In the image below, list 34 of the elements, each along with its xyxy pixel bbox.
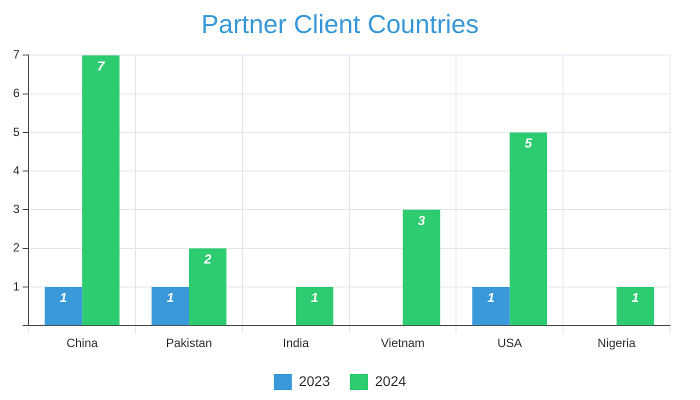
data-label: 1 bbox=[166, 290, 174, 306]
bar bbox=[82, 55, 120, 326]
bar bbox=[152, 286, 190, 326]
x-tick-label: India bbox=[282, 336, 310, 350]
x-tick-label: Pakistan bbox=[166, 336, 212, 350]
data-label: 1 bbox=[310, 290, 318, 306]
data-label: 7 bbox=[97, 58, 106, 74]
bar bbox=[616, 286, 654, 326]
data-label: 5 bbox=[524, 136, 533, 151]
x-tick-label: Nigeria bbox=[598, 336, 636, 350]
data-label: 3 bbox=[418, 212, 426, 228]
y-tick-label: 2 bbox=[12, 240, 20, 255]
y-tick-label: 3 bbox=[12, 202, 20, 216]
data-label: 1 bbox=[632, 290, 639, 306]
legend-label: 2023 bbox=[298, 372, 330, 389]
x-tick-label: China bbox=[66, 336, 98, 350]
bar bbox=[510, 132, 548, 326]
data-label: 2 bbox=[203, 251, 212, 266]
x-tick-label: USA bbox=[497, 336, 522, 350]
y-tick-label: 6 bbox=[12, 86, 20, 100]
y-tick-label: 4 bbox=[12, 163, 20, 178]
y-tick-label: 7 bbox=[12, 48, 20, 62]
y-tick-label: 5 bbox=[12, 124, 20, 139]
y-tick-label: 1 bbox=[12, 279, 20, 294]
legend-label: 2024 bbox=[375, 372, 406, 389]
data-label: 1 bbox=[487, 290, 495, 306]
data-label: 1 bbox=[60, 290, 68, 306]
bar bbox=[44, 286, 82, 326]
bar bbox=[402, 210, 440, 326]
x-tick-label: Vietnam bbox=[380, 336, 425, 350]
bar bbox=[189, 248, 226, 326]
chart-title: Partner Client Countries bbox=[201, 8, 479, 39]
bar bbox=[472, 286, 510, 326]
bar bbox=[296, 286, 334, 326]
